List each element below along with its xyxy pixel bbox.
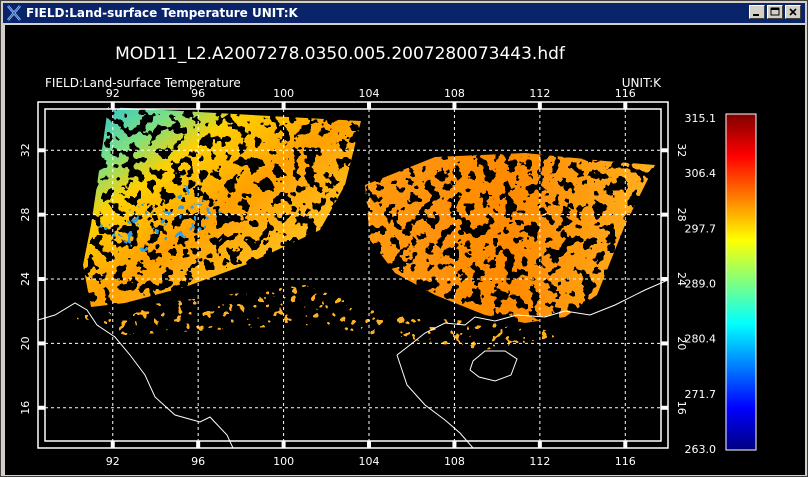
lon-tick-label-bottom: 108 <box>444 455 465 468</box>
graticule <box>45 109 661 441</box>
lon-tick-label-top: 100 <box>273 87 294 100</box>
swath-east <box>365 153 655 323</box>
lat-tick-label-left: 32 <box>19 143 32 157</box>
lon-tick-label-bottom: 112 <box>529 455 550 468</box>
lat-tick-mark-right <box>661 212 668 217</box>
lat-tick-label-right: 28 <box>675 208 688 222</box>
lon-tick-mark-top <box>196 102 201 109</box>
lon-tick-label-bottom: 116 <box>615 455 636 468</box>
colorbar-label: 280.4 <box>685 333 717 346</box>
minimize-button[interactable] <box>749 5 765 19</box>
lat-tick-mark-left <box>38 148 45 153</box>
lon-tick-mark-bottom <box>367 441 372 448</box>
lat-tick-mark-right <box>661 341 668 346</box>
swath-scatter <box>65 285 565 350</box>
coastline-gulf <box>396 354 474 448</box>
lon-tick-label-top: 104 <box>359 87 380 100</box>
lon-tick-mark-top <box>367 102 372 109</box>
colorbar-label: 315.1 <box>685 112 717 125</box>
lat-tick-label-left: 16 <box>19 401 32 415</box>
lat-tick-label-right: 16 <box>675 401 688 415</box>
file-title: MOD11_L2.A2007278.0350.005.2007280073443… <box>115 44 566 64</box>
minimize-icon <box>753 14 759 16</box>
lon-tick-label-top: 92 <box>106 87 120 100</box>
lat-tick-mark-left <box>38 341 45 346</box>
colorbar-label: 297.7 <box>685 222 717 235</box>
lat-ticks-left: 32 28 24 20 16 <box>19 143 32 414</box>
lat-tick-label-left: 24 <box>19 272 32 286</box>
lon-ticks-top: 92 96 100 104 108 112 116 <box>106 87 636 100</box>
coastline-mainland <box>38 302 234 448</box>
lon-tick-mark-bottom <box>452 441 457 448</box>
lon-tick-mark-top <box>281 102 286 109</box>
x-logo-icon <box>7 5 21 21</box>
plot-canvas: MOD11_L2.A2007278.0350.005.2007280073443… <box>5 25 805 475</box>
hainan-island <box>469 350 518 382</box>
lat-tick-mark-left <box>38 212 45 217</box>
lon-tick-label-top: 96 <box>191 87 205 100</box>
colorbar <box>725 113 757 451</box>
lat-tick-label-left: 20 <box>19 336 32 350</box>
lon-tick-label-bottom: 100 <box>273 455 294 468</box>
lon-tick-label-bottom: 104 <box>359 455 380 468</box>
swath-blue-patch <box>95 185 235 255</box>
lon-ticks-bottom: 92 96 100 104 108 112 116 <box>106 455 636 468</box>
unit-label: UNIT:K <box>622 76 662 90</box>
lon-tick-label-bottom: 96 <box>191 455 205 468</box>
lon-tick-label-top: 108 <box>444 87 465 100</box>
window-title: FIELD:Land-surface Temperature UNIT:K <box>26 6 298 20</box>
coastline-south-china <box>396 279 668 356</box>
lat-tick-label-right: 24 <box>675 272 688 286</box>
lat-ticks-right: 32 28 24 20 16 <box>675 143 688 414</box>
frame-ticks <box>38 102 668 448</box>
lon-tick-mark-bottom <box>281 441 286 448</box>
colorbar-label: 289.0 <box>685 278 717 291</box>
coastline <box>38 279 668 448</box>
lat-tick-label-left: 28 <box>19 208 32 222</box>
lat-tick-label-right: 20 <box>675 336 688 350</box>
lon-tick-label-top: 116 <box>615 87 636 100</box>
lat-tick-mark-left <box>38 277 45 282</box>
lon-tick-mark-bottom <box>196 441 201 448</box>
swath-west <box>83 107 361 307</box>
colorbar-label: 271.7 <box>685 388 717 401</box>
lst-data-layer <box>65 107 655 350</box>
colorbar-labels: 315.1 306.4 297.7 289.0 280.4 271.7 263.0 <box>685 112 717 456</box>
lon-tick-mark-bottom <box>110 441 115 448</box>
maximize-icon <box>770 7 780 16</box>
lat-tick-mark-left <box>38 405 45 410</box>
lat-tick-label-right: 32 <box>675 143 688 157</box>
maximize-button[interactable] <box>767 5 783 19</box>
lon-tick-label-bottom: 92 <box>106 455 120 468</box>
lat-tick-mark-right <box>661 277 668 282</box>
title-bar[interactable]: FIELD:Land-surface Temperature UNIT:K <box>3 3 805 23</box>
lon-tick-mark-bottom <box>623 441 628 448</box>
lon-tick-mark-top <box>110 102 115 109</box>
lon-tick-mark-bottom <box>537 441 542 448</box>
lon-tick-mark-top <box>623 102 628 109</box>
close-icon <box>789 8 797 16</box>
lat-tick-mark-right <box>661 405 668 410</box>
lon-tick-mark-top <box>537 102 542 109</box>
close-button[interactable] <box>785 5 801 19</box>
lat-tick-mark-right <box>661 148 668 153</box>
inner-frame <box>44 108 662 442</box>
colorbar-label: 306.4 <box>685 167 717 180</box>
lon-tick-label-top: 112 <box>529 87 550 100</box>
lon-tick-mark-top <box>452 102 457 109</box>
colorbar-label: 263.0 <box>685 443 717 456</box>
field-label: FIELD:Land-surface Temperature <box>45 76 241 90</box>
lst-map-svg: MOD11_L2.A2007278.0350.005.2007280073443… <box>19 44 757 468</box>
map-frame <box>37 101 669 449</box>
